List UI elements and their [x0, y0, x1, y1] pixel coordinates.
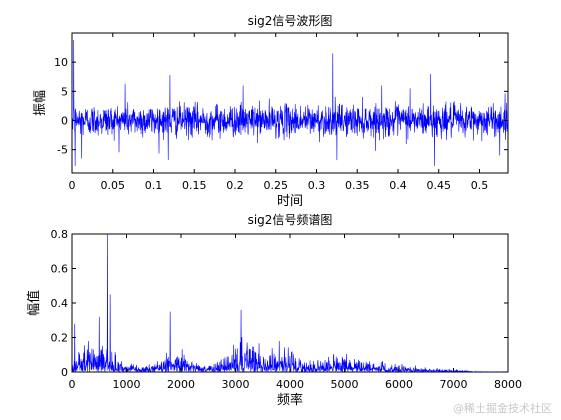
- spectrum-xlabel: 频率: [277, 392, 303, 408]
- waveform-xtick-label: 0.1: [145, 179, 163, 192]
- waveform-y-ticks: -5 0 5 10: [54, 56, 508, 157]
- waveform-series: [72, 39, 508, 167]
- spectrum-xtick-label: 1000: [113, 378, 141, 391]
- spectrum-x-ticks: 0 1000 2000 3000 4000 5000 6000 7000 8000: [69, 234, 522, 391]
- watermark: @稀土掘金技术社区: [453, 401, 552, 415]
- spectrum-xtick-label: 4000: [276, 378, 304, 391]
- waveform-x-ticks: 0 0.05 0.1 0.15 0.2 0.25 0.3 0.35 0.4 0.45 0.5: [69, 33, 489, 192]
- spectrum-title: sig2信号频谱图: [248, 213, 333, 227]
- waveform-ytick-label: 0: [61, 115, 68, 128]
- spectrum-series: [72, 234, 508, 372]
- spectrum-ytick-label: 0.6: [51, 263, 69, 276]
- waveform-ytick-label: 10: [54, 56, 68, 69]
- waveform-xtick-label: 0: [69, 179, 76, 192]
- spectrum-xtick-label: 8000: [494, 378, 522, 391]
- spectrum-xtick-label: 3000: [222, 378, 250, 391]
- waveform-subplot: sig2信号波形图 0 0.05 0.1 0.15 0.2 0.25 0.3 0.35 0.4 0…: [33, 14, 509, 209]
- waveform-ytick-label: -5: [57, 144, 68, 157]
- spectrum-ytick-label: 0.8: [51, 228, 69, 241]
- waveform-xtick-label: 0.45: [426, 179, 451, 192]
- spectrum-y-ticks: 0 0.2 0.4 0.6 0.8: [51, 228, 508, 379]
- spectrum-line: [72, 234, 508, 372]
- spectrum-xtick-label: 2000: [167, 378, 195, 391]
- waveform-axes-box: [71, 32, 509, 174]
- spectrum-ytick-label: 0.2: [51, 332, 69, 345]
- waveform-xtick-label: 0.05: [100, 179, 125, 192]
- spectrum-ytick-label: 0: [61, 366, 68, 379]
- waveform-xtick-label: 0.4: [389, 179, 407, 192]
- waveform-xtick-label: 0.35: [345, 179, 370, 192]
- waveform-line: [72, 39, 508, 167]
- waveform-ytick-label: 5: [61, 85, 68, 98]
- waveform-ylabel: 振幅: [33, 90, 48, 116]
- waveform-title: sig2信号波形图: [248, 14, 333, 28]
- spectrum-xtick-label: 7000: [440, 378, 468, 391]
- waveform-xtick-label: 0.25: [263, 179, 288, 192]
- spectrum-subplot: sig2信号频谱图 0 1000 2000 3000 4000 5000 6000 7000 8…: [26, 213, 522, 408]
- waveform-xtick-label: 0.2: [226, 179, 244, 192]
- spectrum-axes-box: [71, 233, 509, 373]
- spectrum-ylabel: 幅值: [26, 290, 42, 316]
- spectrum-xtick-label: 6000: [385, 378, 413, 391]
- waveform-xtick-label: 0.5: [471, 179, 489, 192]
- spectrum-xtick-label: 0: [69, 378, 76, 391]
- spectrum-xtick-label: 5000: [331, 378, 359, 391]
- waveform-xlabel: 时间: [277, 194, 303, 209]
- spectrum-ytick-label: 0.4: [51, 297, 69, 310]
- waveform-xtick-label: 0.15: [182, 179, 207, 192]
- waveform-xtick-label: 0.3: [308, 179, 326, 192]
